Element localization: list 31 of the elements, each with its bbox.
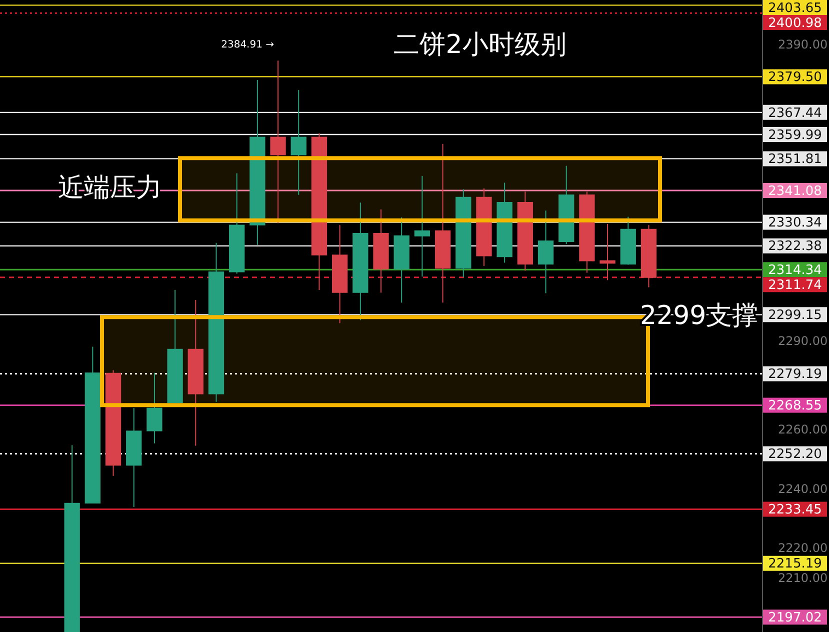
candlestick: [414, 175, 430, 278]
y-tick-label: 2210.00: [778, 570, 828, 585]
y-tick-label: 2390.00: [778, 38, 828, 52]
ref-line-label: 2314.34: [768, 263, 822, 278]
ref-line-label: 2233.45: [768, 502, 822, 518]
candlestick: [270, 60, 286, 224]
ref-line-label: 2311.74: [768, 278, 822, 294]
ref-line-label: 2403.65: [768, 0, 822, 16]
ref-line-label: 2351.81: [768, 152, 822, 168]
ref-line-label: 2322.38: [768, 239, 822, 254]
ref-line-label: 2268.55: [768, 398, 822, 414]
candlestick: [146, 372, 162, 444]
ref-line-label: 2279.19: [768, 367, 822, 382]
ref-line-label: 2341.08: [768, 184, 822, 199]
ref-line-label: 2359.99: [768, 128, 822, 143]
y-tick-label: 2240.00: [778, 482, 828, 496]
candlestick: [600, 223, 616, 281]
ref-line-label: 2367.44: [768, 106, 822, 121]
candlestick: [290, 90, 306, 196]
ref-line-label: 2400.98: [768, 16, 822, 31]
y-tick-label: 2260.00: [778, 422, 828, 437]
y-tick-label: 2290.00: [778, 334, 828, 348]
text: 二饼2小时级别: [394, 30, 566, 60]
ref-line-label: 2330.34: [768, 216, 822, 231]
ref-line-label: 2197.02: [768, 610, 822, 626]
ref-line-label: 2252.20: [768, 447, 822, 462]
y-tick-label: 2220.00: [778, 541, 828, 556]
ref-line-label: 2379.50: [768, 70, 822, 86]
ref-line-label: 2299.15: [768, 308, 822, 324]
annotation: 2384.91 →: [221, 39, 274, 50]
ref-line-label: 2215.19: [768, 556, 822, 572]
